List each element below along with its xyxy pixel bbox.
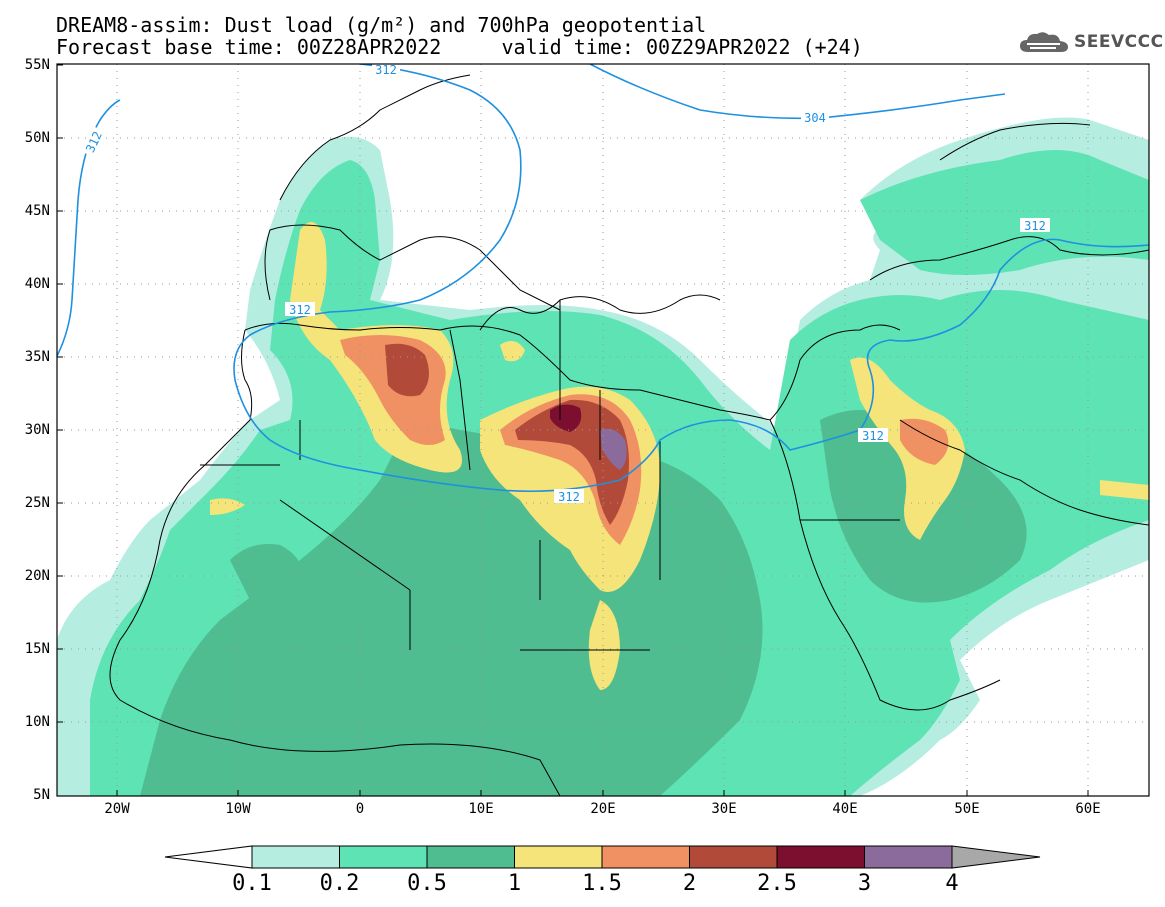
- lon-label: 40E: [832, 801, 858, 817]
- lat-label: 45N: [24, 203, 50, 219]
- dust-contour-d15: [900, 418, 949, 465]
- lon-label: 10E: [468, 801, 494, 817]
- contour-label: 312: [858, 428, 888, 443]
- lon-label: 30E: [711, 801, 737, 817]
- dust-contour-d2: [385, 343, 429, 397]
- logo-text: SEEVCCC: [1074, 32, 1164, 52]
- dust-contour-d1: [1100, 480, 1149, 500]
- lon-label: 20W: [104, 801, 130, 817]
- svg-text:304: 304: [804, 111, 826, 125]
- contour-label: 312: [285, 302, 315, 317]
- colorbar-label: 0.5: [407, 871, 447, 896]
- colorbar-bin: [251, 845, 340, 869]
- colorbar-label: 3: [857, 871, 872, 896]
- colorbar-overflow: [951, 845, 1041, 869]
- colorbar-bin: [514, 845, 603, 869]
- colorbar-bin: [426, 845, 515, 869]
- colorbar-bin: [776, 845, 865, 869]
- colorbar-label: 0.1: [232, 871, 272, 896]
- dust-contour-d3: [600, 428, 627, 470]
- lon-label: 20E: [590, 801, 616, 817]
- seevccc-logo: SEEVCCC: [1018, 28, 1164, 56]
- contour-label: 312: [1020, 218, 1050, 233]
- map-title: DREAM8-assim: Dust load (g/m²) and 700hP…: [56, 13, 707, 37]
- colorbar-label: 4: [945, 871, 959, 896]
- lon-label: 60E: [1075, 801, 1101, 817]
- svg-text:312: 312: [558, 490, 580, 504]
- lat-label: 5N: [33, 787, 50, 803]
- svg-text:312: 312: [1024, 219, 1046, 233]
- graticule: [57, 64, 1149, 796]
- cloud-icon: [1020, 32, 1068, 52]
- colorbar-label: 1: [507, 871, 522, 896]
- colorbar-label: 1.5: [582, 871, 622, 896]
- svg-text:312: 312: [375, 63, 397, 77]
- lat-label: 40N: [24, 276, 50, 292]
- lat-label: 50N: [24, 130, 50, 146]
- lat-label: 10N: [24, 714, 50, 730]
- lat-label: 20N: [24, 568, 50, 584]
- svg-text:312: 312: [862, 429, 884, 443]
- colorbar-bin: [864, 845, 953, 869]
- contour-labels: 312 304 312 312 312 312 312: [81, 62, 1050, 504]
- dust-contour-d25: [550, 404, 582, 432]
- lat-label: 35N: [24, 349, 50, 365]
- svg-text:312: 312: [289, 303, 311, 317]
- lon-label: 0: [355, 801, 365, 817]
- colorbar-bin: [601, 845, 690, 869]
- lon-label: 50E: [954, 801, 980, 817]
- map-subtitle: Forecast base time: 00Z28APR2022 valid t…: [56, 35, 863, 59]
- dust-contour-d1: [500, 341, 525, 362]
- lon-label: 10W: [225, 801, 251, 817]
- colorbar: [164, 845, 1041, 869]
- lat-label: 30N: [24, 422, 50, 438]
- contour-label: 312: [372, 62, 400, 77]
- coastlines: [109, 74, 1149, 796]
- colorbar-bin: [689, 845, 778, 869]
- colorbar-label: 0.2: [319, 871, 360, 896]
- colorbar-underflow: [164, 845, 253, 869]
- contour-label: 304: [801, 110, 829, 125]
- axis-ticks: [57, 64, 1089, 796]
- colorbar-label: 2: [682, 871, 697, 896]
- lat-label: 55N: [24, 57, 50, 73]
- lat-label: 25N: [24, 495, 50, 511]
- contour-label: 312: [554, 489, 584, 504]
- dust-contour-d05: [230, 544, 303, 604]
- colorbar-label: 2.5: [757, 871, 797, 896]
- lat-label: 15N: [24, 641, 50, 657]
- colorbar-bin: [339, 845, 428, 869]
- dust-contour-d1: [588, 600, 620, 690]
